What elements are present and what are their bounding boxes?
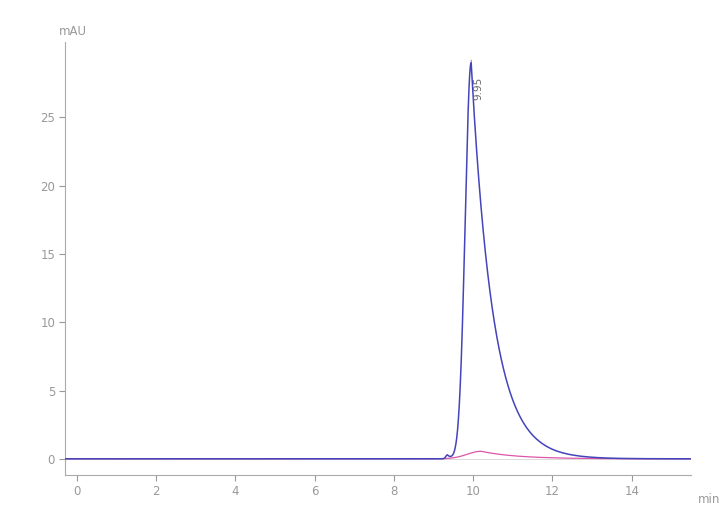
Text: 9.95: 9.95 <box>474 77 484 100</box>
Text: min: min <box>698 493 720 505</box>
Text: mAU: mAU <box>58 25 86 38</box>
